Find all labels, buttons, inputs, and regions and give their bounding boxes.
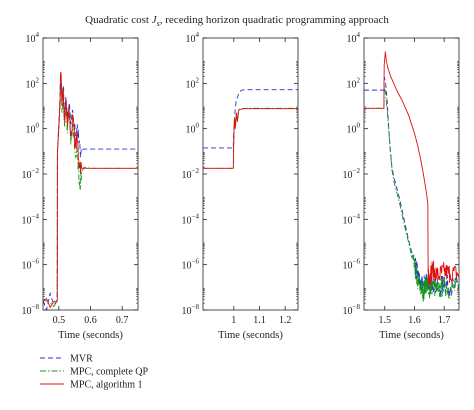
y-tick-label: 100 [186, 122, 200, 136]
y-tick-label: 102 [26, 76, 40, 90]
legend-label: MVR [70, 354, 93, 365]
x-tick-label: 1 [231, 315, 236, 326]
x-axis-label: Time (seconds) [379, 330, 444, 341]
y-tick-label: 10−8 [182, 303, 200, 317]
y-tick-label: 100 [26, 122, 40, 136]
series-line-mpc-complete-qp [203, 107, 298, 169]
y-tick-label: 104 [26, 31, 40, 45]
y-tick-label: 10−4 [182, 212, 200, 226]
series-line-mvr [364, 76, 459, 298]
series-line-mvr [203, 89, 298, 149]
x-tick-label: 1.7 [438, 315, 451, 326]
series-group [43, 71, 138, 310]
y-tick-label: 10−8 [343, 303, 361, 317]
y-tick-label: 100 [347, 122, 361, 136]
y-tick-label: 10−6 [343, 258, 361, 272]
series-line-mpc-algorithm-1 [364, 51, 459, 287]
y-tick-label: 10−2 [343, 167, 361, 181]
series-group [364, 51, 459, 302]
x-axis-label: Time (seconds) [58, 330, 123, 341]
y-tick-label: 10−6 [182, 258, 200, 272]
series-line-mpc-algorithm-1 [43, 71, 138, 309]
y-tick-label: 10−2 [22, 167, 40, 181]
y-tick-label: 10−4 [22, 212, 40, 226]
x-tick-label: 1.2 [279, 315, 292, 326]
chart-panel-3: 104 102 100 10−2 10−4 10−6 10−8 1.5 1.6 1.7 Time (… [343, 31, 460, 341]
legend-label: MPC, algorithm 1 [70, 380, 143, 391]
x-tick-label: 0.6 [84, 315, 97, 326]
legend-label: MPC, complete QP [70, 367, 148, 378]
x-axis-label: Time (seconds) [218, 330, 283, 341]
series-line-mpc-algorithm-1 [203, 108, 298, 169]
plot-frame [202, 37, 299, 311]
chart-title: Quadratic cost Js, receding horizon quad… [85, 14, 389, 28]
chart-panel-1: 104 102 100 10−2 10−4 10−6 10−8 0.5 0.6 0.7 Time (… [22, 31, 139, 341]
x-tick-label: 0.7 [116, 315, 129, 326]
y-tick-label: 10−6 [22, 258, 40, 272]
y-tick-label: 10−4 [343, 212, 361, 226]
x-tick-label: 1.6 [408, 315, 421, 326]
x-tick-label: 0.5 [53, 315, 66, 326]
y-tick-label: 10−2 [182, 167, 200, 181]
y-tick-label: 10−8 [22, 303, 40, 317]
y-tick-label: 104 [186, 31, 200, 45]
x-tick-label: 1.5 [379, 315, 392, 326]
x-tick-label: 1.1 [253, 315, 266, 326]
chart-legend: MVR MPC, complete QP MPC, algorithm 1 [40, 354, 148, 391]
series-group [203, 89, 298, 169]
chart-panel-2: 104 102 100 10−2 10−4 10−6 10−8 1 1.1 1.2 Time (se… [182, 31, 299, 341]
y-tick-label: 104 [347, 31, 361, 45]
chart-panels: 104 102 100 10−2 10−4 10−6 10−8 0.5 0.6 0.7 Time (… [22, 31, 460, 341]
y-tick-label: 102 [186, 76, 200, 90]
y-tick-label: 102 [347, 76, 361, 90]
series-line-mpc-complete-qp [364, 85, 459, 302]
